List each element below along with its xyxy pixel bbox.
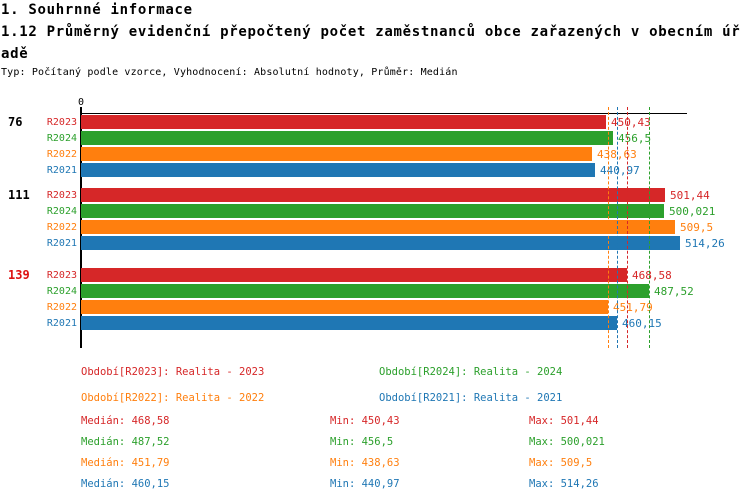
bar-r2021 xyxy=(81,163,595,177)
stat-max-r2021: Max: 514,26 xyxy=(529,478,599,490)
bar-row: 139 R2023 468,58 xyxy=(0,268,750,282)
bar-row: R2022 509,5 xyxy=(0,220,750,234)
group-label-111: 111 xyxy=(8,188,30,202)
chart-meta: Typ: Počítaný podle vzorce, Vyhodnocení:… xyxy=(1,67,458,78)
bar-row: R2021 514,26 xyxy=(0,236,750,250)
bar-r2023 xyxy=(81,115,606,129)
stat-median-r2024: Medián: 487,52 xyxy=(81,436,170,448)
bar-r2021 xyxy=(81,316,617,330)
series-label-r2023: R2023 xyxy=(46,270,77,281)
bar-row: 111 R2023 501,44 xyxy=(0,188,750,202)
series-label-r2022: R2022 xyxy=(46,149,77,160)
stat-median-r2023: Medián: 468,58 xyxy=(81,415,170,427)
series-label-r2022: R2022 xyxy=(46,222,77,233)
group-label-139: 139 xyxy=(8,268,30,282)
stat-max-r2022: Max: 509,5 xyxy=(529,457,593,469)
group-label-76: 76 xyxy=(8,115,23,129)
axis-origin-label: 0 xyxy=(77,97,85,108)
series-label-r2023: R2023 xyxy=(46,190,77,201)
bar-r2023 xyxy=(81,188,665,202)
bar-value-label: 451,79 xyxy=(613,301,653,314)
bar-row: 76 R2023 450,43 xyxy=(0,115,750,129)
bar-r2023 xyxy=(81,268,627,282)
series-label-r2024: R2024 xyxy=(46,133,77,144)
stat-min-r2023: Min: 450,43 xyxy=(330,415,400,427)
report-section-title: 1. Souhrnné informace xyxy=(1,2,193,18)
bar-value-label: 456,5 xyxy=(618,132,652,145)
bar-row: R2021 440,97 xyxy=(0,163,750,177)
bar-value-label: 487,52 xyxy=(654,285,694,298)
median-line-r2021 xyxy=(617,107,618,348)
series-label-r2022: R2022 xyxy=(46,302,77,313)
stat-min-r2022: Min: 438,63 xyxy=(330,457,400,469)
series-label-r2024: R2024 xyxy=(46,286,77,297)
bar-r2024 xyxy=(81,131,613,145)
bar-row: R2024 500,021 xyxy=(0,204,750,218)
bar-row: R2024 456,5 xyxy=(0,131,750,145)
bar-value-label: 468,58 xyxy=(632,269,672,282)
bar-row: R2022 451,79 xyxy=(0,300,750,314)
chart-title-line2: adě xyxy=(1,46,29,62)
bar-value-label: 501,44 xyxy=(670,189,710,202)
bar-value-label: 514,26 xyxy=(685,237,725,250)
bar-value-label: 509,5 xyxy=(680,221,714,234)
bar-row: R2022 438,63 xyxy=(0,147,750,161)
series-label-r2021: R2021 xyxy=(46,318,77,329)
series-label-r2021: R2021 xyxy=(46,238,77,249)
bar-r2022 xyxy=(81,147,592,161)
series-label-r2023: R2023 xyxy=(46,117,77,128)
bar-value-label: 440,97 xyxy=(600,164,640,177)
stat-min-r2021: Min: 440,97 xyxy=(330,478,400,490)
bar-r2022 xyxy=(81,300,608,314)
bar-value-label: 438,63 xyxy=(597,148,637,161)
legend-item-r2024: Období[R2024]: Realita - 2024 xyxy=(379,366,563,378)
stat-median-r2021: Medián: 460,15 xyxy=(81,478,170,490)
stat-min-r2024: Min: 456,5 xyxy=(330,436,394,448)
x-axis-line xyxy=(81,113,687,114)
median-line-r2024 xyxy=(649,107,650,348)
stat-max-r2023: Max: 501,44 xyxy=(529,415,599,427)
bar-r2022 xyxy=(81,220,675,234)
bar-r2024 xyxy=(81,204,664,218)
legend-item-r2022: Období[R2022]: Realita - 2022 xyxy=(81,392,265,404)
bar-value-label: 460,15 xyxy=(622,317,662,330)
bar-value-label: 450,43 xyxy=(611,116,651,129)
legend-item-r2023: Období[R2023]: Realita - 2023 xyxy=(81,366,265,378)
stat-max-r2024: Max: 500,021 xyxy=(529,436,605,448)
stat-median-r2022: Medián: 451,79 xyxy=(81,457,170,469)
bar-r2024 xyxy=(81,284,649,298)
bar-r2021 xyxy=(81,236,680,250)
bar-row: R2021 460,15 xyxy=(0,316,750,330)
bar-value-label: 500,021 xyxy=(669,205,716,218)
series-label-r2021: R2021 xyxy=(46,165,77,176)
series-label-r2024: R2024 xyxy=(46,206,77,217)
legend-item-r2021: Období[R2021]: Realita - 2021 xyxy=(379,392,563,404)
median-line-r2022 xyxy=(608,107,609,348)
chart-title-line1: 1.12 Průměrný evidenční přepočtený počet… xyxy=(1,24,741,40)
bar-row: R2024 487,52 xyxy=(0,284,750,298)
median-line-r2023 xyxy=(627,107,628,348)
